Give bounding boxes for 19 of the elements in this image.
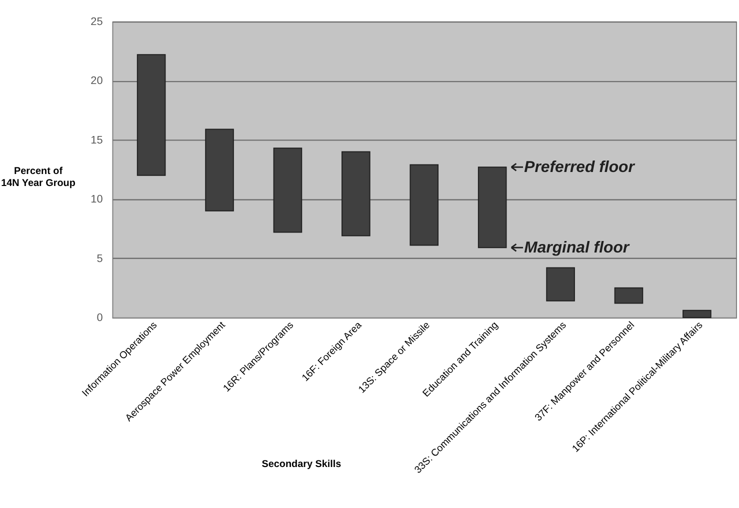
- x-axis-title: Secondary Skills: [262, 458, 342, 470]
- bar: [682, 310, 712, 318]
- y-tick-label: 5: [96, 252, 103, 265]
- bar: [478, 166, 507, 248]
- bar: [546, 267, 575, 302]
- y-tick-label: 15: [90, 134, 103, 146]
- bar: [342, 151, 370, 236]
- y-tick-label: 0: [96, 312, 103, 324]
- y-tick-label: 25: [90, 16, 103, 28]
- bar: [205, 128, 234, 212]
- bar: [614, 287, 644, 304]
- bar: [136, 54, 166, 176]
- y-axis-title: Percent of 14N Year Group: [1, 166, 76, 189]
- annotation: Marginal floor: [524, 240, 630, 257]
- bar: [273, 148, 302, 233]
- bar: [410, 164, 439, 246]
- y-tick-label: 10: [90, 194, 103, 206]
- annotation: Preferred floor: [524, 159, 636, 176]
- y-tick-label: 20: [90, 75, 103, 88]
